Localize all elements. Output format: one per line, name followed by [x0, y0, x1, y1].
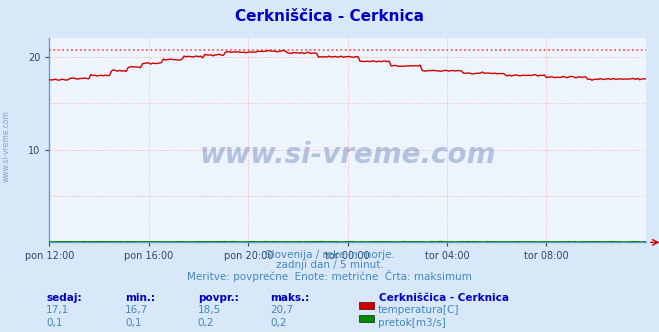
Text: 20,7: 20,7 — [270, 305, 293, 315]
Text: 18,5: 18,5 — [198, 305, 221, 315]
Text: sedaj:: sedaj: — [46, 293, 82, 303]
Text: www.si-vreme.com: www.si-vreme.com — [200, 140, 496, 169]
Text: 16,7: 16,7 — [125, 305, 148, 315]
Text: Cerkniščica - Cerknica: Cerkniščica - Cerknica — [235, 9, 424, 24]
Text: 0,2: 0,2 — [270, 318, 287, 328]
Text: 17,1: 17,1 — [46, 305, 69, 315]
Text: maks.:: maks.: — [270, 293, 310, 303]
Text: Meritve: povprečne  Enote: metrične  Črta: maksimum: Meritve: povprečne Enote: metrične Črta:… — [187, 270, 472, 282]
Text: zadnji dan / 5 minut.: zadnji dan / 5 minut. — [275, 260, 384, 270]
Text: 0,1: 0,1 — [125, 318, 142, 328]
Text: Cerkniščica - Cerknica: Cerkniščica - Cerknica — [379, 293, 509, 303]
Text: povpr.:: povpr.: — [198, 293, 239, 303]
Text: www.si-vreme.com: www.si-vreme.com — [2, 110, 11, 182]
Text: 0,1: 0,1 — [46, 318, 63, 328]
Text: 0,2: 0,2 — [198, 318, 214, 328]
Text: min.:: min.: — [125, 293, 156, 303]
Text: pretok[m3/s]: pretok[m3/s] — [378, 318, 445, 328]
Text: Slovenija / reke in morje.: Slovenija / reke in morje. — [264, 250, 395, 260]
Text: temperatura[C]: temperatura[C] — [378, 305, 459, 315]
